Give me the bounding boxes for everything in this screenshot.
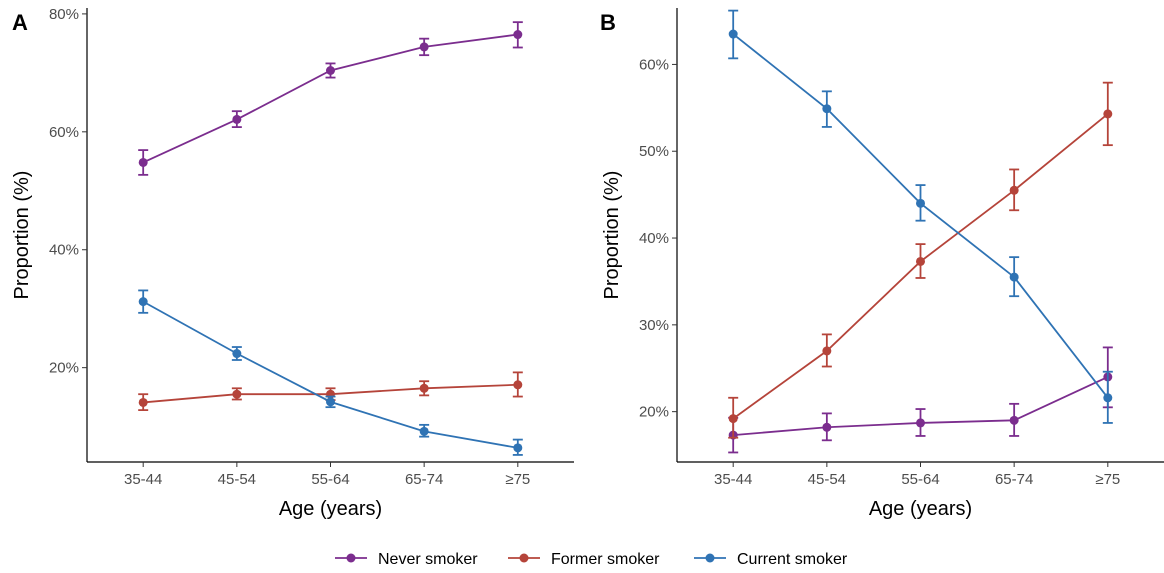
data-point-current-smoker [1103,393,1113,403]
x-axis-title: Age (years) [279,498,382,520]
legend-key-point-never-smoker [346,553,356,563]
x-tick-label: 55-64 [901,471,939,488]
x-tick-label: 45-54 [218,471,256,488]
x-tick-label: 35-44 [714,471,752,488]
y-tick-label: 20% [49,360,79,377]
y-tick-label: 20% [639,404,669,421]
x-tick-label: 35-44 [124,471,162,488]
series-line-never-smoker [142,33,518,164]
x-axis-title: Age (years) [869,498,972,520]
data-point-current-smoker [232,349,242,359]
y-tick-label: 50% [639,143,669,160]
data-point-former-smoker [822,346,832,356]
data-point-former-smoker [728,414,738,424]
y-tick-label: 60% [639,56,669,73]
data-point-former-smoker [916,256,925,266]
x-tick-label: 45-54 [808,471,846,488]
y-tick-label: 80% [49,6,79,23]
y-axis-title: Proportion (%) [11,171,33,300]
data-point-never-smoker [1009,415,1019,425]
data-point-former-smoker [232,389,242,399]
series-line-current-smoker [142,300,518,449]
data-point-never-smoker [513,30,523,40]
data-point-current-smoker [326,397,335,407]
data-point-former-smoker [138,397,148,407]
panel-label: A [12,10,28,35]
legend-label: Current smoker [737,551,848,568]
data-point-current-smoker [822,104,832,114]
data-point-never-smoker [326,65,335,75]
data-point-former-smoker [419,383,429,393]
data-point-current-smoker [728,29,738,39]
y-tick-label: 60% [49,124,79,141]
x-tick-label: 65-74 [405,471,443,488]
data-point-former-smoker [1103,109,1113,119]
x-tick-label: 55-64 [311,471,349,488]
y-tick-label: 40% [639,230,669,247]
data-point-current-smoker [1009,272,1019,282]
y-axis-title: Proportion (%) [601,171,623,300]
legend-key-point-former-smoker [519,553,529,563]
data-point-former-smoker [1009,185,1019,195]
data-point-former-smoker [513,380,523,390]
x-tick-label: 65-74 [995,471,1033,488]
panel-label: B [600,10,616,35]
data-point-current-smoker [916,198,925,208]
data-point-never-smoker [916,418,925,428]
y-tick-label: 40% [49,242,79,259]
y-tick-label: 30% [639,317,669,334]
data-point-current-smoker [138,297,148,307]
data-point-current-smoker [513,443,523,453]
x-tick-label: ≥75 [1095,471,1120,488]
data-point-never-smoker [419,42,429,52]
x-tick-label: ≥75 [505,471,530,488]
legend-label: Former smoker [551,551,660,568]
data-point-never-smoker [822,422,832,432]
legend-key-point-current-smoker [705,553,715,563]
data-point-never-smoker [138,157,148,167]
legend-label: Never smoker [378,551,478,568]
data-point-current-smoker [419,426,429,436]
data-point-never-smoker [232,114,242,124]
